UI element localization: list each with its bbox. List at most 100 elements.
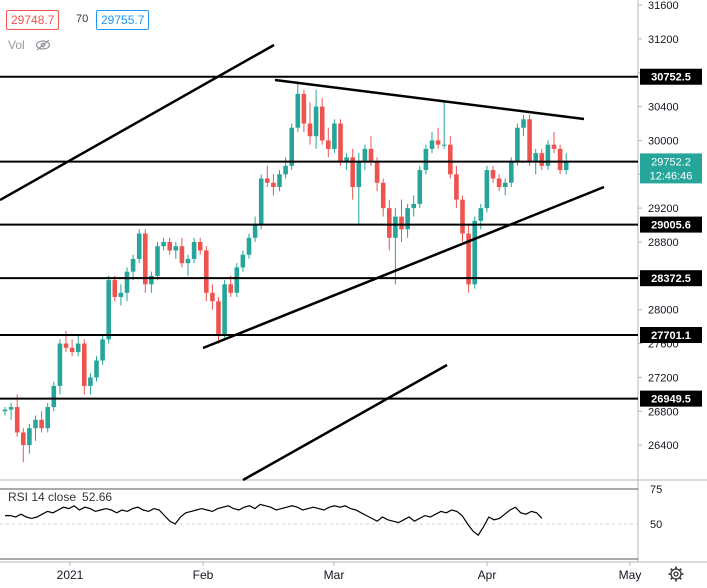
candle-body: [496, 178, 502, 187]
candle-body: [161, 242, 166, 247]
level-label-text: 28372.5: [651, 273, 691, 285]
candle-body: [411, 203, 416, 209]
candle-body: [8, 407, 14, 410]
candle-body: [277, 174, 282, 187]
candle-body: [429, 140, 435, 149]
candle-body: [533, 153, 538, 162]
candle-body: [399, 216, 404, 230]
candle-body: [185, 258, 191, 264]
candle-body: [82, 343, 87, 386]
candle-body: [344, 157, 349, 162]
level-label-text: 26949.5: [651, 394, 691, 406]
candle-body: [63, 343, 69, 348]
price-tick-label: 30000: [648, 135, 679, 147]
candle-body: [21, 432, 26, 446]
candle-body: [460, 199, 465, 234]
trendline: [274, 78, 585, 121]
candles-group: [2, 81, 569, 463]
candle-body: [179, 246, 185, 264]
candle-body: [557, 148, 563, 171]
level-label-box: [640, 390, 702, 407]
time-tick-label: Mar: [324, 568, 345, 582]
candle-body: [350, 157, 355, 187]
price-tick-label: 31600: [648, 0, 679, 12]
candle-body: [167, 242, 172, 251]
candle-body: [295, 93, 301, 128]
candle-body: [405, 208, 410, 230]
candle-body: [393, 216, 398, 238]
trendline: [202, 185, 605, 350]
candle-body: [466, 233, 471, 285]
candle-body: [319, 106, 325, 141]
price-tick-label: 27200: [648, 372, 679, 384]
candle-body: [307, 123, 313, 137]
trendline: [242, 363, 448, 482]
level-label-box: [640, 270, 702, 287]
candle-body: [228, 284, 233, 293]
candle-body: [313, 106, 319, 137]
rsi-tick-label: 50: [650, 519, 662, 531]
candle-body: [356, 161, 362, 187]
rsi-legend[interactable]: RSI 14 close 52.66: [8, 490, 112, 504]
gear-icon[interactable]: [668, 566, 684, 582]
level-label-text: 27701.1: [651, 330, 691, 342]
price-tick-label: 28800: [648, 237, 679, 249]
horizontal-levels-group: [0, 75, 638, 400]
candle-body: [210, 292, 215, 302]
candle-body: [423, 148, 429, 171]
trendline: [0, 43, 275, 202]
candle-body: [417, 170, 423, 204]
candle-body: [435, 140, 441, 145]
ask-price-box[interactable]: 29755.7: [96, 10, 150, 30]
candle-body: [112, 280, 118, 298]
candle-body: [301, 93, 307, 124]
candle-body: [484, 170, 490, 209]
price-tick-label: 26400: [648, 440, 679, 452]
price-tick-label: 28000: [648, 305, 679, 317]
candle-body: [45, 407, 50, 429]
candle-body: [271, 182, 276, 187]
candle-body: [454, 174, 459, 200]
bid-price-box[interactable]: 29748.7: [6, 10, 60, 30]
current-price-text: 29752.2: [651, 156, 691, 168]
rsi-title: RSI 14 close: [8, 490, 77, 504]
eye-hidden-icon[interactable]: [35, 39, 51, 51]
candle-body: [27, 428, 32, 446]
candle-body: [88, 377, 93, 386]
candle-body: [502, 182, 508, 187]
candle-body: [173, 246, 179, 251]
candle-body: [94, 360, 99, 378]
spread-value: 70: [76, 13, 89, 25]
candle-body: [521, 119, 526, 128]
candle-body: [252, 225, 258, 238]
candle-body: [490, 170, 496, 179]
candle-body: [265, 178, 270, 183]
candle-body: [130, 258, 136, 272]
candle-body: [362, 148, 368, 162]
candle-body: [515, 127, 520, 162]
candle-body: [387, 208, 392, 238]
time-tick-label: Apr: [478, 568, 497, 582]
candle-body: [374, 161, 380, 183]
volume-label[interactable]: Vol: [8, 38, 25, 52]
candle-body: [14, 407, 20, 433]
candle-body: [441, 144, 447, 146]
level-label-text: 30752.5: [651, 72, 691, 84]
candle-body: [191, 242, 197, 259]
candle-body: [380, 182, 386, 209]
level-label-text: 29005.6: [651, 220, 691, 232]
candle-body: [509, 161, 514, 183]
candle-body: [222, 284, 227, 336]
rsi-tick-label: 75: [650, 484, 662, 496]
candle-body: [75, 343, 81, 353]
price-tick-label: 29200: [648, 203, 679, 215]
candle-body: [332, 123, 337, 149]
candle-body: [563, 161, 569, 171]
time-tick-label: Feb: [193, 568, 214, 582]
time-tick-label: 2021: [57, 568, 84, 582]
rsi-pane: 75 50: [0, 484, 662, 560]
level-label-box: [640, 68, 702, 85]
candle-body: [57, 343, 63, 386]
candle-body: [472, 220, 477, 285]
